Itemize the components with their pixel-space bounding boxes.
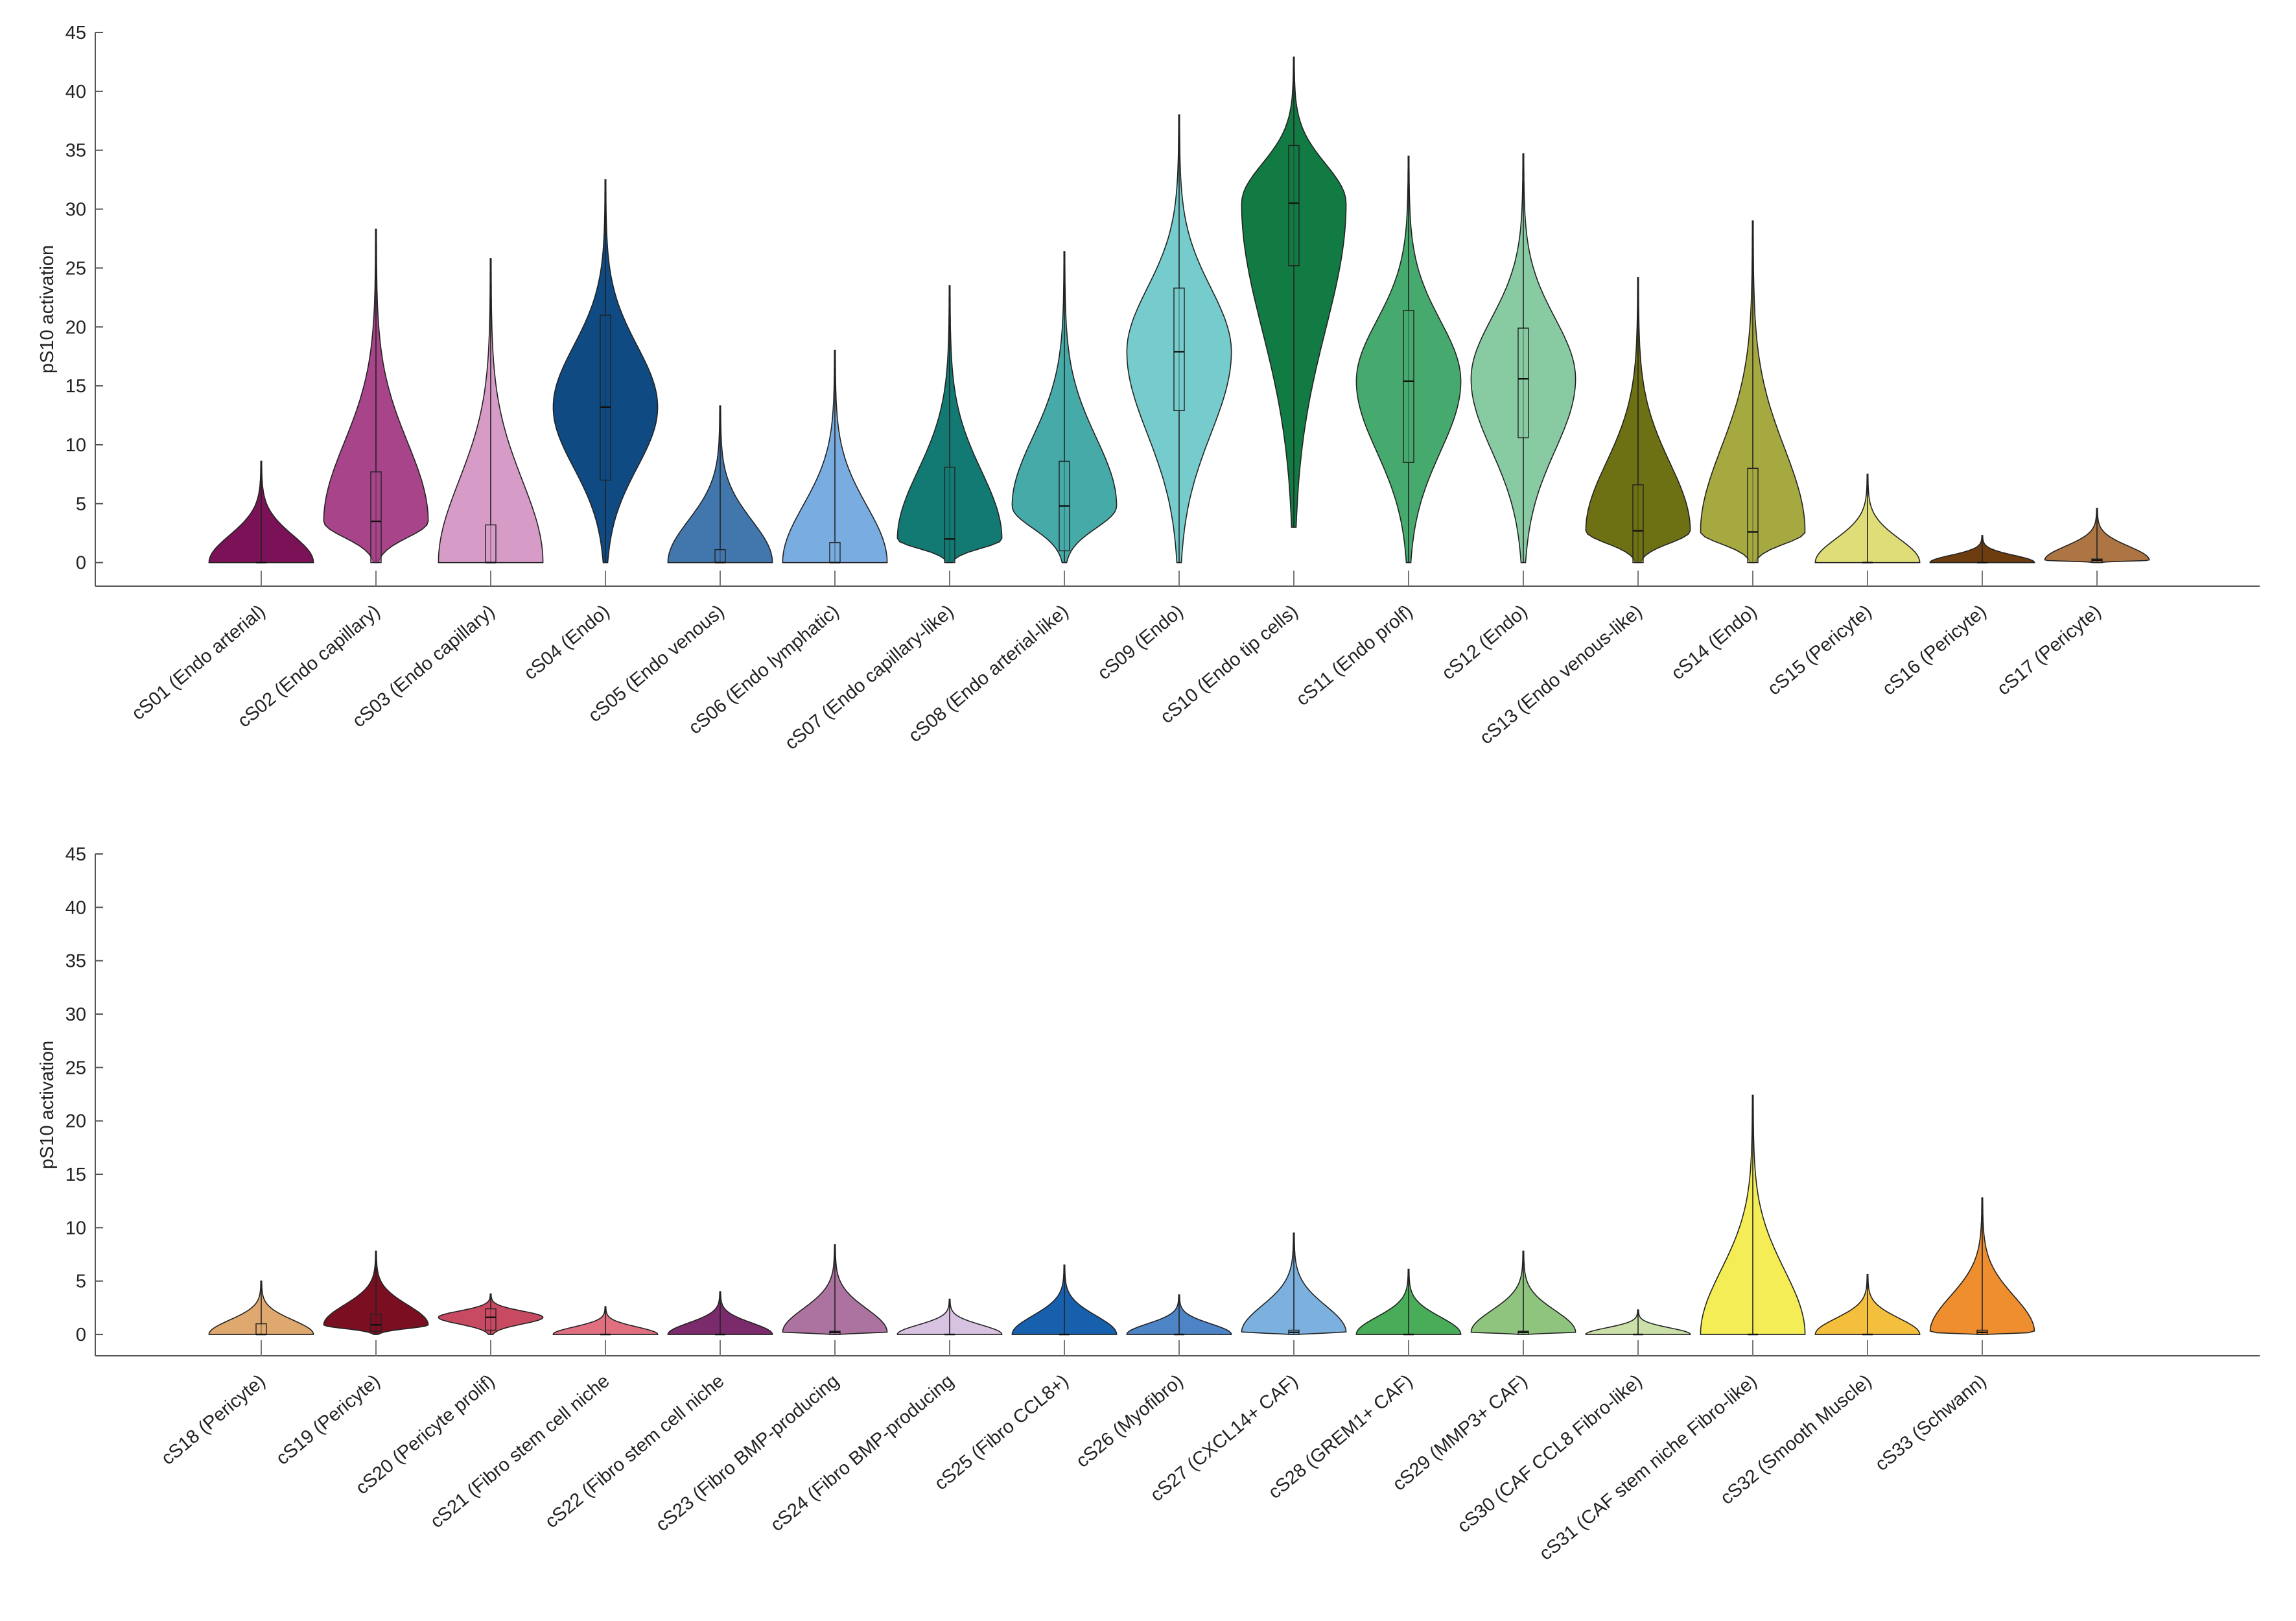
- x-tick-label: cS12 (Endo): [1438, 601, 1531, 684]
- x-tick-label: cS23 (Fibro BMP-producing: [652, 1371, 843, 1536]
- y-tick-label: 5: [76, 1272, 86, 1292]
- box: [255, 1323, 267, 1335]
- box: [600, 314, 611, 481]
- box: [829, 542, 841, 563]
- x-tick-label: cS04 (Endo): [520, 601, 613, 684]
- x-tick-label: cS09 (Endo): [1094, 601, 1187, 684]
- y-tick-label: 15: [65, 1165, 86, 1185]
- y-tick-label: 10: [65, 1218, 86, 1238]
- y-tick-label: 30: [65, 200, 86, 220]
- y-axis-label: pS10 activation: [37, 1041, 58, 1169]
- box: [1517, 327, 1529, 438]
- y-tick-label: 40: [65, 897, 86, 918]
- x-tick-label: cS16 (Pericyte): [1879, 601, 1990, 700]
- y-tick-label: 10: [65, 435, 86, 456]
- box: [370, 471, 382, 563]
- y-axis-label: pS10 activation: [37, 245, 58, 373]
- x-tick-label: cS21 (Fibro stem cell niche: [427, 1371, 613, 1532]
- x-tick-label: cS24 (Fibro BMP-producing: [767, 1371, 958, 1536]
- y-tick-label: 0: [76, 553, 86, 574]
- x-tick-label: cS30 (CAF CCL8 Fibro-like): [1453, 1371, 1646, 1537]
- x-tick-label: cS14 (Endo): [1667, 601, 1761, 684]
- y-tick-label: 25: [65, 258, 86, 279]
- box: [1403, 310, 1414, 463]
- box: [1173, 287, 1185, 411]
- y-tick-label: 20: [65, 1111, 86, 1132]
- x-tick-label: cS22 (Fibro stem cell niche: [541, 1371, 728, 1532]
- y-tick-label: 0: [76, 1325, 86, 1345]
- x-tick-label: cS26 (Myofibro): [1072, 1371, 1187, 1472]
- box: [1632, 484, 1644, 563]
- box: [485, 1308, 497, 1331]
- x-tick-label: cS33 (Schwann): [1871, 1371, 1991, 1475]
- y-tick-label: 40: [65, 82, 86, 102]
- y-tick-label: 5: [76, 494, 86, 515]
- y-tick-label: 15: [65, 376, 86, 397]
- x-tick-label: cS19 (Pericyte): [272, 1371, 384, 1469]
- y-tick-label: 35: [65, 951, 86, 972]
- box: [714, 549, 726, 563]
- box: [1747, 467, 1759, 563]
- y-tick-label: 45: [65, 844, 86, 865]
- x-tick-label: cS18 (Pericyte): [158, 1371, 269, 1469]
- box: [370, 1314, 382, 1332]
- y-tick-label: 45: [65, 23, 86, 43]
- x-tick-label: cS17 (Pericyte): [1993, 601, 2105, 700]
- box: [1288, 145, 1300, 266]
- y-tick-label: 25: [65, 1058, 86, 1078]
- box: [485, 524, 497, 563]
- y-tick-label: 20: [65, 317, 86, 338]
- y-tick-label: 30: [65, 1004, 86, 1025]
- x-tick-label: cS31 (CAF stem niche Fibro-like): [1536, 1371, 1761, 1565]
- x-tick-label: cS11 (Endo prolf): [1293, 601, 1417, 710]
- box: [944, 466, 955, 563]
- y-tick-label: 35: [65, 141, 86, 161]
- x-tick-label: cS15 (Pericyte): [1764, 601, 1875, 700]
